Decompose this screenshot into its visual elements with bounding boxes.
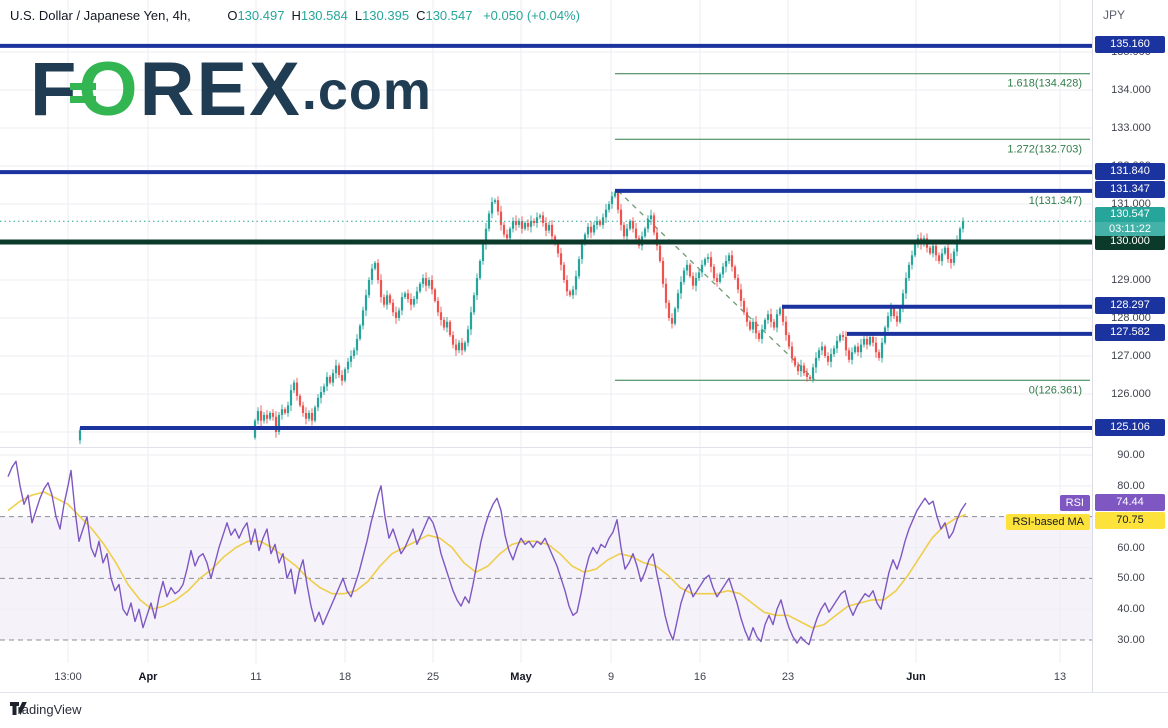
- time-axis[interactable]: 13:00 Apr 11 18 25 May 9 16 23 Jun 13: [0, 663, 1092, 692]
- rsi-value-badge: 74.44: [1095, 494, 1165, 511]
- time-axis-label: 13: [1053, 671, 1067, 683]
- scale-tick: 133.000: [1111, 122, 1151, 134]
- fib-level-label: 1.618(134.428): [1007, 78, 1082, 90]
- watermark-com: .com: [301, 61, 432, 121]
- rsi-indicator-label[interactable]: RSI: [1059, 495, 1090, 511]
- watermark-o-logo: O: [70, 52, 139, 128]
- rsi-line: [7, 460, 967, 646]
- ohlc-key: O: [227, 8, 238, 23]
- symbol-name[interactable]: U.S. Dollar / Japanese Yen,: [10, 8, 169, 23]
- time-axis-label: May: [510, 671, 532, 683]
- time-axis-label: Apr: [138, 671, 158, 683]
- ohlc-key: H: [291, 8, 301, 23]
- scale-tick: 40.00: [1117, 603, 1145, 615]
- change-value: +0.050 (+0.04%): [483, 8, 580, 23]
- scale-tick: 90.00: [1117, 449, 1145, 461]
- quote-currency-label: JPY: [1103, 8, 1126, 22]
- fib-level-label: 1.272(132.703): [1007, 143, 1082, 155]
- currency-bars-icon: [70, 83, 97, 103]
- symbol-header: U.S. Dollar / Japanese Yen, 4h, O130.497…: [10, 8, 580, 23]
- scale-tick: 80.00: [1117, 480, 1145, 492]
- rsi-pane[interactable]: RSI RSI-based MA: [0, 448, 1092, 663]
- scale-tick: 129.000: [1111, 274, 1151, 286]
- tradingview-icon: [10, 702, 27, 715]
- rsi-value-badge: 70.75: [1095, 512, 1165, 529]
- time-axis-label: 9: [607, 671, 615, 683]
- price-chart-canvas[interactable]: 1.618(134.428) 1.272(132.703) 1(131.347) 0(…: [0, 0, 1092, 447]
- ohlc-value: 130.547: [425, 8, 473, 23]
- tradingview-brand: TradingView: [10, 702, 82, 717]
- price-level-badge: 131.840: [1095, 163, 1165, 180]
- ohlc-value: 130.497: [237, 8, 285, 23]
- price-scale-column[interactable]: JPY 135.000134.000133.000132.000131.0001…: [1092, 0, 1168, 692]
- scale-tick: 50.00: [1117, 572, 1145, 584]
- fib-retracement[interactable]: 1.618(134.428) 1.272(132.703) 1(131.347) 0(…: [615, 73, 1090, 397]
- watermark-letters: REX: [139, 47, 302, 132]
- ohlc-key: L: [354, 8, 363, 23]
- price-level-badge: 127.582: [1095, 324, 1165, 341]
- watermark-letter: F: [30, 47, 79, 132]
- bar-countdown: 03:11:22: [1095, 222, 1165, 237]
- time-axis-label: 25: [426, 671, 440, 683]
- rsi-chart-canvas[interactable]: [0, 448, 1092, 663]
- footer-separator: [0, 692, 1168, 693]
- scale-tick: 127.000: [1111, 350, 1151, 362]
- ohlc-values: O130.497 H130.584 L130.395 C130.547: [220, 8, 472, 23]
- forex-watermark: FO REX.com: [30, 52, 432, 128]
- tradingview-logo[interactable]: TradingView: [10, 702, 82, 717]
- candles-layer[interactable]: [78, 188, 965, 445]
- scale-tick: 128.000: [1111, 312, 1151, 324]
- scale-tick: 126.000: [1111, 388, 1151, 400]
- scale-tick: 131.000: [1111, 198, 1151, 210]
- price-level-badge: 135.160: [1095, 36, 1165, 53]
- scale-tick: 30.00: [1117, 634, 1145, 646]
- ohlc-value: 130.395: [362, 8, 410, 23]
- price-level-badge: 128.297: [1095, 297, 1165, 314]
- price-level-badge: 125.106: [1095, 419, 1165, 436]
- ohlc-value: 130.584: [300, 8, 348, 23]
- footer-bar: TradingView: [0, 692, 1168, 728]
- time-axis-label: 11: [250, 671, 262, 683]
- fib-level-label: 1(131.347): [1029, 195, 1082, 207]
- interval-label[interactable]: 4h,: [172, 8, 191, 23]
- current-price-badge: 130.547 03:11:22: [1095, 207, 1165, 237]
- pane-separator[interactable]: [0, 447, 1168, 448]
- rsi-ma-line: [7, 491, 967, 629]
- rsi-indicator-label[interactable]: RSI-based MA: [1006, 514, 1090, 530]
- rsi-grid: [0, 448, 1092, 663]
- time-axis-label: 16: [693, 671, 707, 683]
- fib-level-label: 0(126.361): [1029, 384, 1082, 396]
- price-level-badge: 130.000: [1095, 233, 1165, 250]
- time-axis-label: Jun: [906, 671, 926, 683]
- price-levels[interactable]: [0, 43, 1092, 430]
- scale-tick: 134.000: [1111, 84, 1151, 96]
- time-axis-label: 13:00: [54, 671, 82, 683]
- time-axis-label: 23: [781, 671, 795, 683]
- price-level-badge: 131.347: [1095, 181, 1165, 198]
- price-grid: [0, 0, 1092, 447]
- price-pane[interactable]: 1.618(134.428) 1.272(132.703) 1(131.347) 0(…: [0, 0, 1092, 447]
- ohlc-key: C: [416, 8, 426, 23]
- time-axis-label: 18: [338, 671, 352, 683]
- scale-tick: 60.00: [1117, 542, 1145, 554]
